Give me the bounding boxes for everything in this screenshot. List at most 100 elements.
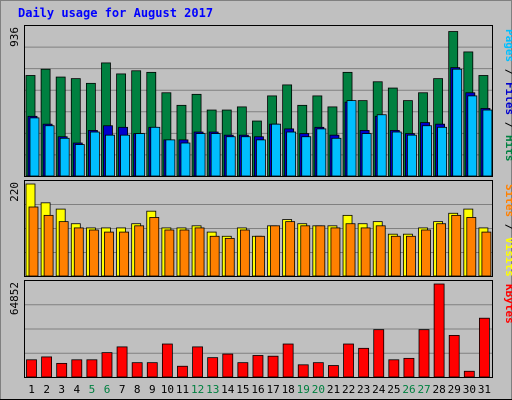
pages-bar — [482, 109, 493, 177]
kbytes-bar — [267, 355, 279, 378]
kbytes-bar — [433, 283, 445, 378]
pages-bar — [105, 134, 115, 177]
kbytes-bar — [26, 359, 37, 378]
panel-border — [24, 180, 493, 277]
pages-bar — [180, 142, 191, 177]
x-tick-label: 5 — [89, 383, 96, 396]
x-tick-label: 16 — [251, 383, 264, 396]
kbytes-bar — [343, 343, 354, 378]
pages-bar — [120, 134, 130, 177]
x-tick-label: 11 — [176, 383, 189, 396]
pages-bar — [225, 136, 236, 177]
right-axis-label: Pages / Files / Hits — [503, 29, 512, 162]
kbytes-bar — [71, 359, 83, 378]
pages-bar — [301, 136, 312, 177]
sites-bar — [285, 221, 296, 277]
panel-border — [24, 25, 493, 177]
x-tick-label: 13 — [206, 383, 219, 396]
pages-bar — [376, 114, 387, 177]
sites-bar — [224, 237, 235, 277]
sites-bar — [481, 231, 492, 277]
sites-bar — [194, 227, 205, 277]
sites-bar — [134, 225, 145, 277]
kbytes-bar — [388, 359, 400, 378]
pages-bar — [256, 139, 266, 177]
pages-bar — [59, 137, 70, 177]
kbytes-bar — [358, 347, 370, 378]
x-tick-label: 24 — [372, 383, 386, 396]
x-tick-label: 12 — [191, 383, 204, 396]
x-tick-label: 27 — [417, 383, 430, 396]
pages-bar — [346, 100, 357, 177]
right-axis-label-part: Visits — [503, 237, 512, 277]
y-max-label: 936 — [8, 27, 21, 47]
pages-bar — [74, 144, 85, 177]
kbytes-bar — [312, 362, 324, 378]
pages-bar — [391, 131, 402, 177]
sites-bar — [164, 229, 175, 277]
pages-bar — [422, 125, 432, 177]
sites-bar — [104, 231, 114, 277]
right-axis-label-part: / — [503, 122, 512, 135]
pages-bar — [467, 95, 478, 177]
sites-bar — [58, 221, 69, 277]
x-tick-label: 31 — [478, 383, 491, 396]
page-title: Daily usage for August 2017 — [18, 6, 214, 20]
kbytes-bar — [252, 355, 264, 378]
kbytes-bar — [207, 357, 219, 378]
kbytes-bar — [116, 346, 128, 378]
kbytes-bar — [41, 356, 52, 378]
pages-bar — [361, 133, 372, 177]
kbytes-bar — [237, 362, 249, 378]
x-tick-label: 7 — [119, 383, 126, 396]
pages-bar — [210, 133, 221, 177]
x-tick-label: 9 — [149, 383, 156, 396]
x-tick-label: 29 — [448, 383, 461, 396]
x-tick-label: 2 — [43, 383, 50, 396]
sites-bar — [119, 231, 129, 277]
x-tick-label: 23 — [357, 383, 370, 396]
kbytes-bar — [448, 335, 460, 378]
pages-bar — [150, 126, 161, 177]
sites-bar — [300, 225, 311, 277]
right-axis-label-part: Pages — [503, 29, 512, 69]
sites-bar — [390, 235, 401, 277]
sites-bar — [255, 235, 265, 277]
x-tick-label: 18 — [282, 383, 295, 396]
pages-bar — [195, 133, 206, 177]
right-axis-label-part: / — [503, 69, 512, 82]
kbytes-bar — [56, 362, 68, 378]
pages-bar — [135, 133, 146, 177]
kbytes-bar — [373, 329, 385, 378]
sites-bar — [270, 225, 280, 277]
x-tick-label: 8 — [134, 383, 141, 396]
x-tick-label: 17 — [266, 383, 279, 396]
sites-bar — [43, 214, 54, 277]
pages-bar — [316, 128, 327, 177]
kbytes-bar — [418, 329, 430, 378]
sites-bar — [360, 227, 371, 277]
kbytes-bar — [161, 343, 173, 378]
sites-bar — [406, 235, 416, 277]
kbytes-bar — [192, 346, 203, 378]
kbytes-bar — [403, 357, 415, 378]
sites-bar — [149, 217, 160, 277]
sites-bar — [315, 225, 326, 277]
right-axis-label-part: Hits — [503, 135, 512, 162]
sites-bar — [466, 217, 477, 277]
x-tick-label: 14 — [221, 383, 235, 396]
sites-bar — [451, 214, 462, 277]
right-axis-label: Sites / Visits — [503, 184, 512, 277]
pages-bar — [437, 126, 448, 177]
pages-bar — [271, 123, 281, 177]
x-tick-label: 3 — [58, 383, 65, 396]
x-tick-label: 4 — [74, 383, 81, 396]
x-tick-label: 10 — [161, 383, 174, 396]
kbytes-bar — [328, 365, 339, 378]
sites-bar — [239, 229, 250, 277]
kbytes-bar — [146, 362, 158, 378]
sites-bar — [421, 229, 431, 277]
x-tick-label: 25 — [387, 383, 400, 396]
x-tick-label: 28 — [433, 383, 446, 396]
